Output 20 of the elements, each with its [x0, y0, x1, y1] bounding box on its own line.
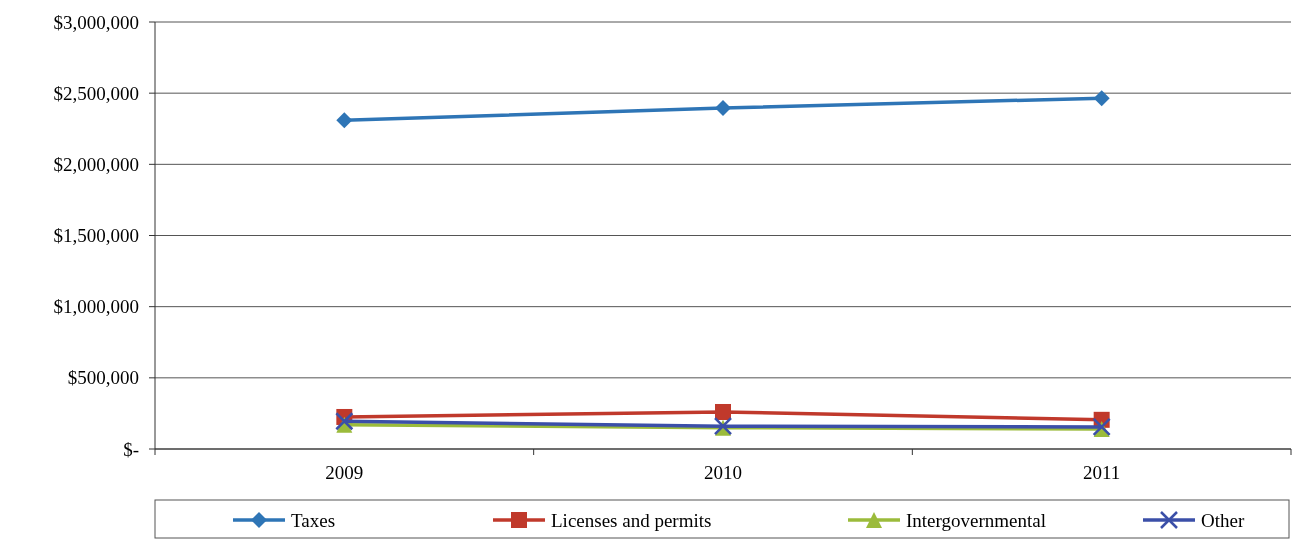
x-tick-label: 2009 — [325, 462, 364, 483]
legend-label: Other — [1201, 509, 1245, 531]
point — [715, 100, 731, 117]
legend-label: Licenses and permits — [551, 509, 712, 531]
y-tick-label: $1,000,000 — [53, 296, 139, 318]
x-tick-label: 2010 — [704, 462, 742, 483]
y-tick-label: $500,000 — [67, 367, 139, 389]
point — [715, 403, 731, 420]
legend-label: Intergovernmental — [906, 509, 1046, 531]
point — [1092, 417, 1111, 437]
y-tick-label: $3,000,000 — [53, 11, 139, 33]
x-tick-label: 2011 — [1083, 462, 1121, 483]
y-tick-label: $2,000,000 — [53, 153, 139, 175]
point — [1093, 90, 1110, 107]
legend-label: Taxes — [291, 509, 336, 531]
y-tick-label: $- — [123, 438, 139, 460]
y-tick-label: $2,500,000 — [53, 82, 139, 104]
point — [336, 112, 353, 129]
point — [335, 412, 354, 431]
y-tick-label: $1,500,000 — [53, 225, 139, 247]
